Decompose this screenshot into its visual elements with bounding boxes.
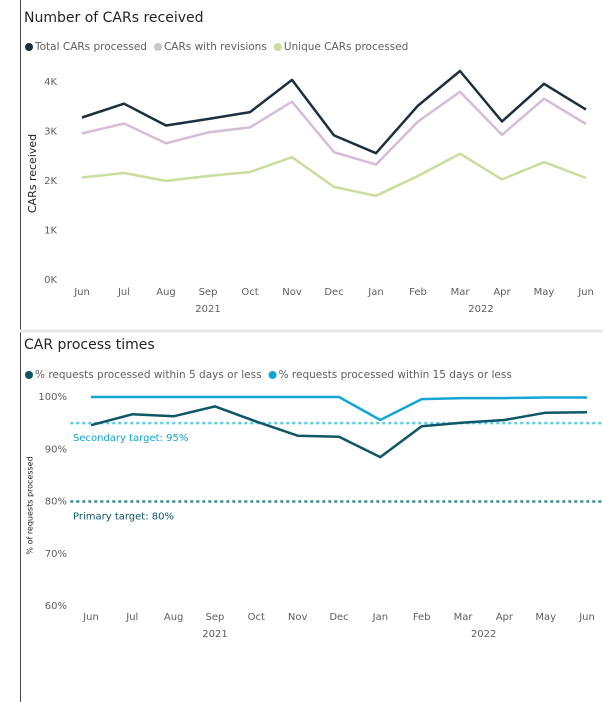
legend-marker — [153, 43, 162, 51]
x-tick-label: Dec — [329, 612, 348, 623]
x-tick-label: Oct — [241, 287, 258, 298]
y-tick-label: 3K — [44, 126, 57, 137]
x-tick-label: May — [534, 287, 555, 298]
x-group-label: 2021 — [195, 304, 220, 315]
y-axis-title: % of requests processed — [26, 456, 35, 554]
x-tick-label: Jul — [117, 287, 130, 298]
legend-label: % requests processed within 5 days or le… — [35, 369, 262, 381]
chart-title: Number of CARs received — [24, 10, 204, 26]
x-tick-label: Apr — [493, 287, 511, 298]
y-tick-label: 60% — [45, 601, 67, 612]
x-tick-label: Jul — [125, 612, 138, 623]
series-line — [90, 405, 588, 459]
legend-marker — [25, 371, 33, 379]
x-tick-label: Sep — [206, 612, 225, 623]
x-tick-label: May — [535, 612, 556, 623]
x-tick-label: Jan — [367, 287, 383, 298]
x-tick-label: Jun — [578, 612, 595, 623]
chart-title: CAR process times — [24, 337, 155, 353]
legend-marker — [273, 43, 282, 51]
x-tick-label: Sep — [199, 287, 218, 298]
reference-label: Secondary target: 95% — [73, 433, 188, 444]
y-tick-label: 70% — [45, 549, 67, 560]
x-tick-label: Mar — [451, 287, 471, 298]
series-line — [81, 90, 587, 166]
legend-label: CARs with revisions — [164, 41, 267, 53]
x-tick-label: Nov — [282, 287, 302, 298]
x-tick-label: Mar — [454, 612, 474, 623]
legend-marker — [268, 371, 277, 379]
x-tick-label: Oct — [248, 612, 265, 623]
y-tick-label: 2K — [44, 176, 57, 187]
y-tick-label: 100% — [38, 392, 67, 403]
reference-label: Primary target: 80% — [73, 512, 174, 523]
x-tick-label: Nov — [288, 612, 308, 623]
x-group-label: 2022 — [471, 629, 496, 640]
legend-label: % requests processed within 15 days or l… — [279, 369, 512, 381]
legend-label: Total CARs processed — [34, 41, 147, 53]
x-tick-label: Feb — [413, 612, 431, 623]
x-tick-label: Jun — [73, 287, 90, 298]
series-line — [91, 395, 587, 422]
x-group-label: 2022 — [468, 304, 493, 315]
legend-label: Unique CARs processed — [284, 41, 408, 53]
x-tick-label: Aug — [156, 287, 176, 298]
series-line — [81, 69, 587, 155]
x-tick-label: Jun — [577, 287, 594, 298]
y-axis-title: CARs received — [26, 134, 39, 213]
x-tick-label: Feb — [409, 287, 427, 298]
x-tick-label: Dec — [324, 287, 343, 298]
x-tick-label: Jun — [82, 612, 99, 623]
legend-marker — [25, 43, 33, 51]
x-tick-label: Aug — [164, 612, 184, 623]
y-tick-label: 90% — [45, 444, 67, 455]
x-group-label: 2021 — [202, 629, 227, 640]
y-tick-label: 80% — [45, 497, 67, 508]
y-tick-label: 1K — [44, 225, 57, 236]
x-tick-label: Apr — [496, 612, 514, 623]
y-tick-label: 0K — [44, 275, 57, 286]
series-line — [81, 152, 587, 198]
y-tick-label: 4K — [44, 77, 57, 88]
x-tick-label: Jan — [372, 612, 388, 623]
